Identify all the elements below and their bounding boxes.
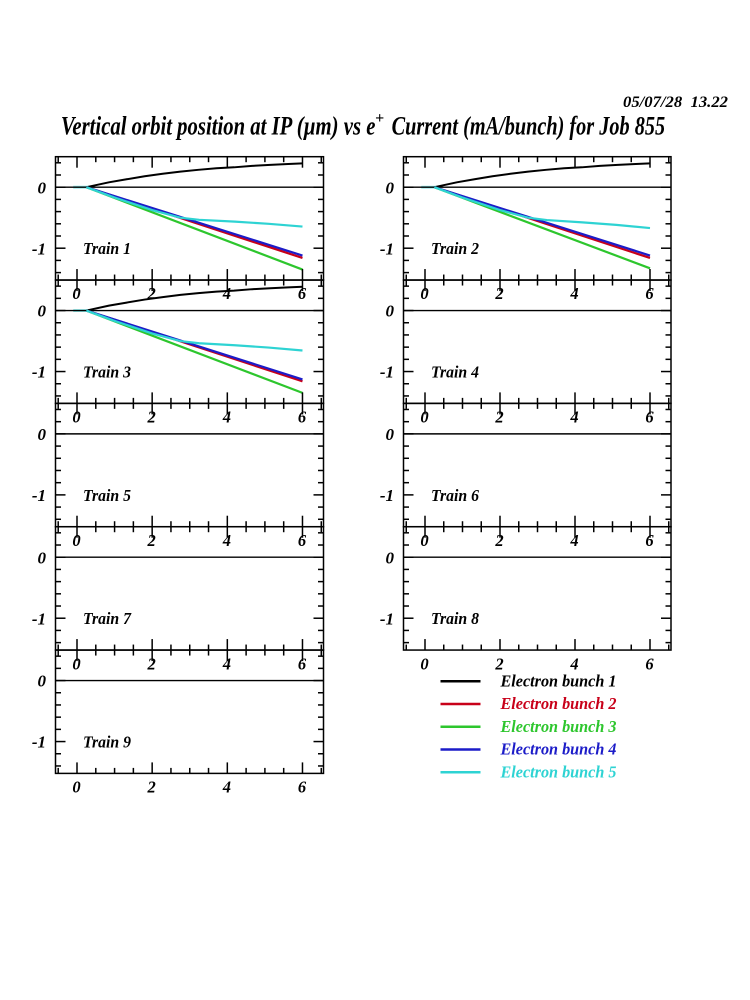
svg-text:6: 6 (298, 531, 307, 550)
svg-text:Train 5: Train 5 (83, 486, 131, 505)
svg-text:Train 4: Train 4 (431, 363, 479, 382)
svg-text:0: 0 (72, 654, 80, 673)
svg-text:-1: -1 (32, 733, 46, 752)
svg-text:Train 7: Train 7 (83, 609, 132, 628)
svg-text:2: 2 (147, 408, 156, 427)
svg-text:0: 0 (38, 178, 47, 197)
svg-text:2: 2 (494, 284, 503, 303)
svg-text:Train 2: Train 2 (431, 239, 479, 258)
svg-text:0: 0 (386, 425, 395, 444)
svg-text:6: 6 (645, 531, 654, 550)
svg-text:0: 0 (72, 408, 80, 427)
svg-text:2: 2 (147, 531, 156, 550)
svg-text:-1: -1 (32, 609, 46, 628)
svg-text:4: 4 (569, 284, 578, 303)
svg-text:0: 0 (420, 284, 428, 303)
svg-text:4: 4 (222, 654, 231, 673)
svg-text:4: 4 (222, 531, 231, 550)
svg-text:0: 0 (420, 531, 428, 550)
svg-text:-1: -1 (32, 486, 46, 505)
svg-text:Electron bunch 1: Electron bunch 1 (500, 671, 617, 690)
svg-text:6: 6 (298, 778, 307, 797)
svg-text:2: 2 (147, 284, 156, 303)
svg-text:0: 0 (38, 302, 47, 321)
svg-text:+: + (375, 110, 384, 127)
svg-text:05/07/28 13.22: 05/07/28 13.22 (623, 94, 728, 111)
svg-text:0: 0 (386, 548, 395, 567)
svg-text:Train 1: Train 1 (83, 239, 131, 258)
svg-text:6: 6 (645, 408, 654, 427)
svg-text:Current (mA/bunch) for Job 855: Current (mA/bunch) for Job 855 (392, 112, 665, 141)
svg-text:0: 0 (386, 302, 395, 321)
svg-text:Vertical orbit position at IP: Vertical orbit position at IP (µm) vs e (61, 112, 376, 141)
svg-text:4: 4 (569, 408, 578, 427)
svg-text:2: 2 (494, 531, 503, 550)
svg-text:Train 3: Train 3 (83, 363, 131, 382)
svg-text:0: 0 (72, 531, 80, 550)
svg-text:0: 0 (386, 178, 395, 197)
svg-text:Electron bunch 3: Electron bunch 3 (500, 717, 617, 736)
svg-text:4: 4 (222, 284, 231, 303)
svg-text:4: 4 (222, 778, 231, 797)
svg-text:4: 4 (222, 408, 231, 427)
svg-text:6: 6 (298, 654, 307, 673)
svg-text:Train 9: Train 9 (83, 733, 131, 752)
svg-text:-1: -1 (380, 609, 394, 628)
svg-text:0: 0 (38, 425, 47, 444)
svg-text:-1: -1 (32, 363, 46, 382)
svg-text:4: 4 (569, 531, 578, 550)
svg-text:Electron bunch 4: Electron bunch 4 (500, 740, 617, 759)
svg-text:0: 0 (72, 778, 80, 797)
svg-text:0: 0 (420, 408, 428, 427)
svg-text:6: 6 (298, 284, 307, 303)
svg-text:Train 8: Train 8 (431, 609, 479, 628)
svg-text:6: 6 (298, 408, 307, 427)
svg-text:6: 6 (645, 284, 654, 303)
svg-text:6: 6 (645, 654, 654, 673)
svg-text:-1: -1 (32, 239, 46, 258)
svg-text:Electron bunch 5: Electron bunch 5 (500, 762, 617, 781)
svg-text:0: 0 (420, 654, 428, 673)
svg-text:2: 2 (147, 778, 156, 797)
svg-text:4: 4 (569, 654, 578, 673)
svg-text:0: 0 (38, 548, 47, 567)
svg-text:-1: -1 (380, 363, 394, 382)
svg-text:0: 0 (38, 672, 47, 691)
svg-text:2: 2 (494, 408, 503, 427)
svg-text:0: 0 (72, 284, 80, 303)
svg-text:2: 2 (494, 654, 503, 673)
svg-text:-1: -1 (380, 486, 394, 505)
svg-text:Electron bunch 2: Electron bunch 2 (500, 694, 617, 713)
svg-text:Train 6: Train 6 (431, 486, 480, 505)
svg-text:-1: -1 (380, 239, 394, 258)
svg-text:2: 2 (147, 654, 156, 673)
